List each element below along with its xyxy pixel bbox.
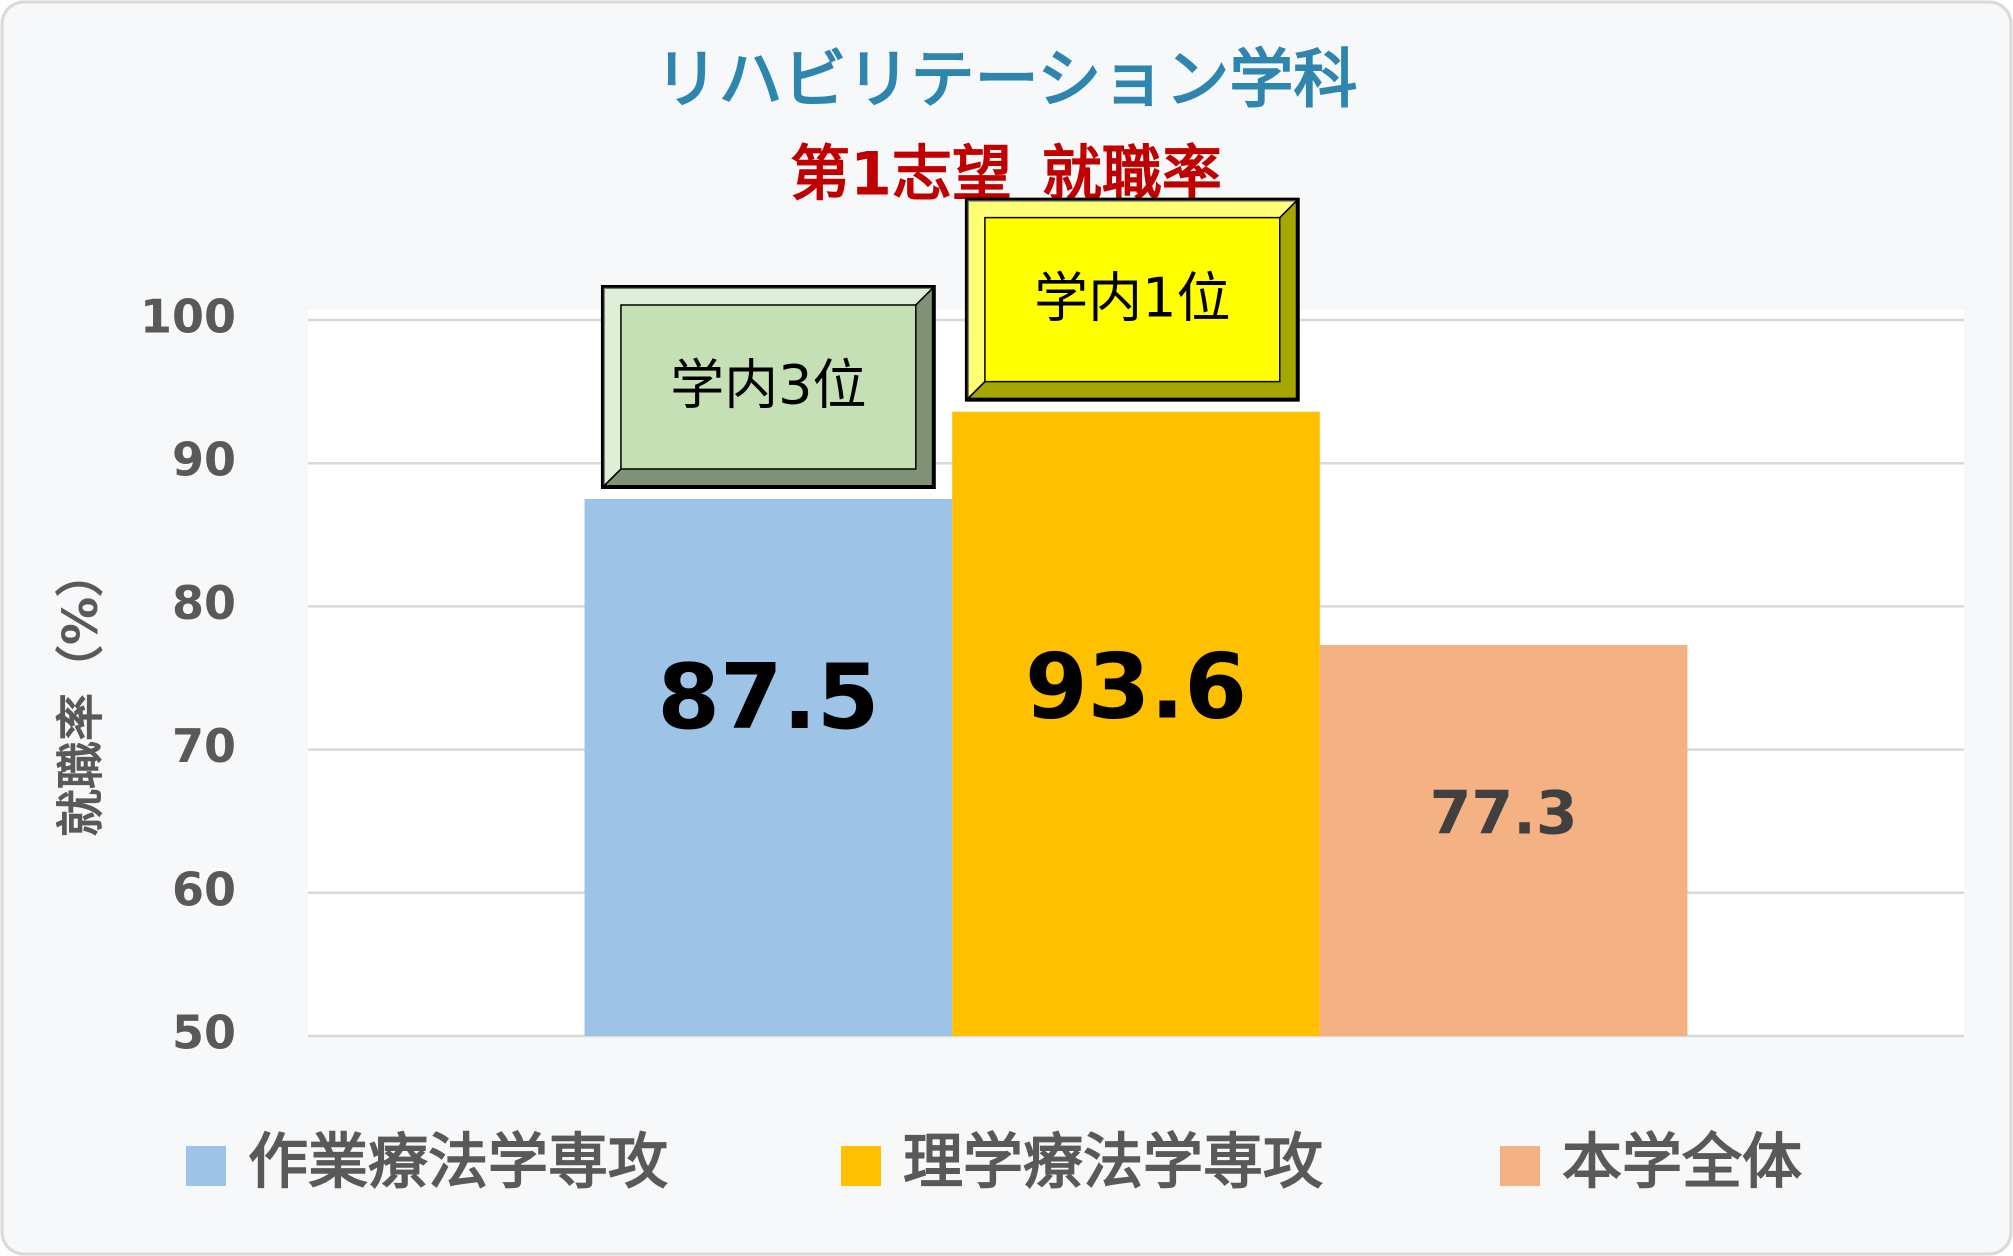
y-tick-label: 80 [172, 576, 236, 630]
legend-label: 作業療法学専攻 [248, 1128, 669, 1198]
annotation-text: 学内1位 [1034, 266, 1230, 329]
chart-title: リハビリテーション学科 [655, 44, 1358, 118]
data-label: 77.3 [1430, 779, 1578, 849]
legend-swatch [1500, 1146, 1540, 1186]
legend-label: 理学療法学専攻 [903, 1128, 1324, 1198]
y-tick-label: 60 [172, 862, 236, 916]
annotation-bevel [601, 285, 935, 488]
y-tick-label: 100 [140, 290, 236, 344]
legend-swatch [186, 1146, 226, 1186]
y-axis-label: 就職率（%） [53, 549, 109, 837]
annotation-text: 学内3位 [670, 354, 866, 417]
data-label: 87.5 [657, 645, 879, 750]
legend-swatch [841, 1146, 881, 1186]
y-tick-label: 70 [172, 719, 236, 773]
y-tick-label: 50 [172, 1006, 236, 1060]
annotation-bevel [965, 197, 1299, 401]
bar [952, 411, 1320, 1036]
y-tick-label: 90 [172, 433, 236, 487]
bar [584, 499, 953, 1036]
data-label: 93.6 [1025, 634, 1247, 739]
legend-label: 本学全体 [1562, 1128, 1802, 1198]
bar [1319, 645, 1688, 1036]
